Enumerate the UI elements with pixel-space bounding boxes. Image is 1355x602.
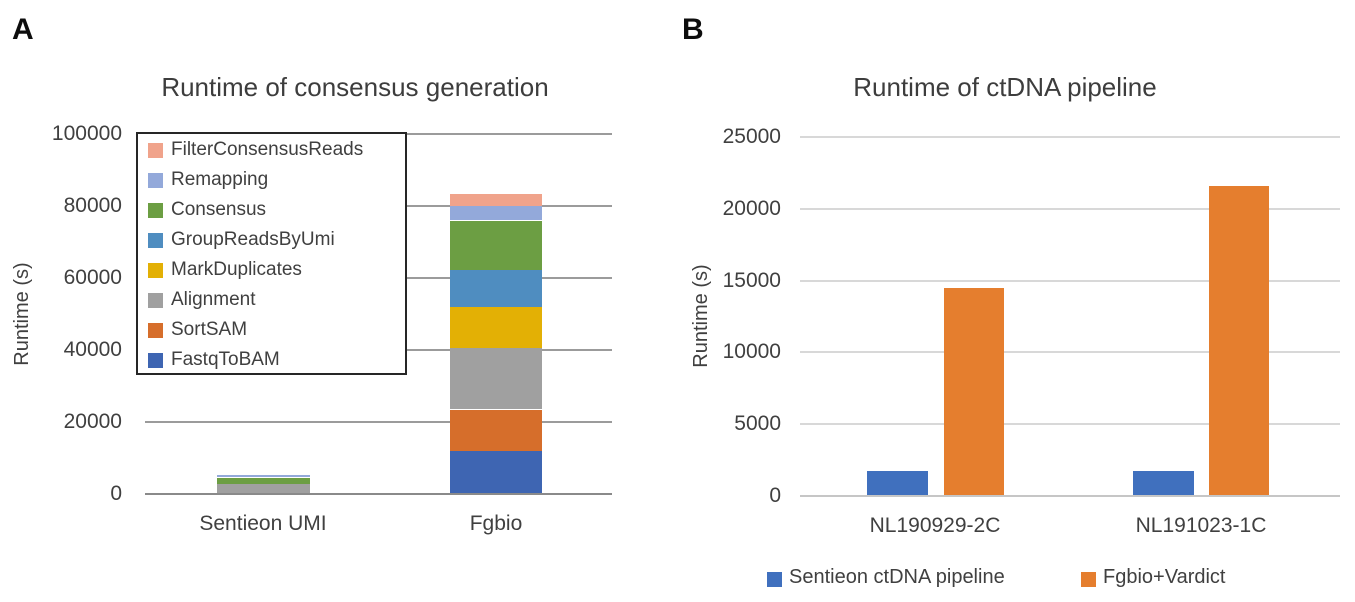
bar-sentieon-umi-alignment — [217, 484, 310, 493]
gridline — [145, 421, 612, 423]
panel-b-y-axis-title: Runtime (s) — [690, 264, 712, 368]
y-tick-label: 0 — [769, 484, 781, 507]
legend-label: MarkDuplicates — [171, 259, 302, 280]
gridline — [800, 136, 1340, 138]
bar-nl190929-2c-fgbio-vardict — [944, 288, 1004, 495]
bar-fgbio-consensus — [450, 221, 542, 270]
gridline — [800, 423, 1340, 425]
x-category-label: NL190929-2C — [869, 514, 1001, 537]
legend-item-markduplicates: MarkDuplicates — [138, 255, 405, 285]
x-category-label: Fgbio — [469, 512, 523, 535]
bar-nl191023-1c-sentieon-ctdna-pipeline — [1133, 471, 1194, 495]
gridline — [800, 351, 1340, 353]
bar-nl190929-2c-sentieon-ctdna-pipeline — [867, 471, 928, 495]
x-axis-line — [800, 495, 1340, 497]
gridline — [800, 280, 1340, 282]
x-category-label: Sentieon UMI — [199, 512, 327, 535]
y-tick-label: 40000 — [63, 338, 122, 361]
y-tick-label: 5000 — [734, 412, 781, 436]
legend-label: Fgbio+Vardict — [1103, 566, 1226, 588]
bar-fgbio-fastqtobam — [450, 451, 542, 493]
panel-a-plot-area — [145, 133, 612, 495]
legend-swatch-sentieon-ctdna-pipeline-icon — [767, 572, 782, 587]
legend-label: Remapping — [171, 169, 269, 190]
y-tick-label: 100000 — [51, 122, 122, 145]
x-category-label: NL191023-1C — [1135, 514, 1267, 537]
legend-label: GroupReadsByUmi — [171, 229, 335, 250]
legend-swatch-alignment-icon — [148, 292, 163, 308]
legend-swatch-groupreadsbyumi-icon — [148, 232, 163, 248]
legend-label: Consensus — [171, 199, 267, 220]
y-tick-label: 60000 — [63, 266, 122, 289]
legend-item-fastqtobam: FastqToBAM — [138, 345, 405, 375]
legend-item-remapping: Remapping — [138, 165, 405, 195]
legend-item-filterconsensusreads: FilterConsensusReads — [138, 135, 405, 165]
panel-b-label: B — [682, 13, 704, 46]
y-tick-label: 10000 — [722, 340, 781, 364]
bar-fgbio-alignment — [450, 348, 542, 409]
legend-swatch-sortsam-icon — [148, 322, 163, 338]
legend-swatch-remapping-icon — [148, 172, 163, 188]
y-tick-label: 25000 — [722, 125, 781, 148]
y-tick-label: 0 — [110, 482, 122, 505]
bar-fgbio-markduplicates — [450, 307, 542, 348]
y-tick-label: 20000 — [722, 196, 781, 220]
legend-item-groupreadsbyumi: GroupReadsByUmi — [138, 225, 405, 255]
legend-label: Sentieon ctDNA pipeline — [789, 566, 1005, 588]
bar-fgbio-groupreadsbyumi — [450, 270, 542, 307]
y-tick-label: 20000 — [63, 410, 122, 433]
legend-swatch-filterconsensusreads-icon — [148, 142, 163, 158]
bar-fgbio-remapping — [450, 206, 542, 220]
bar-fgbio-sortsam — [450, 410, 542, 451]
legend-label: FastqToBAM — [171, 349, 280, 370]
legend-item-sortsam: SortSAM — [138, 315, 405, 345]
legend-item-consensus: Consensus — [138, 195, 405, 225]
panel-b-chart-title: Runtime of ctDNA pipeline — [853, 72, 1157, 102]
legend-swatch-consensus-icon — [148, 202, 163, 218]
panel-a-chart-title: Runtime of consensus generation — [161, 72, 549, 102]
y-tick-label: 80000 — [63, 194, 122, 217]
bar-sentieon-umi-remapping — [217, 475, 310, 477]
bar-fgbio-filterconsensusreads — [450, 194, 542, 206]
bar-sentieon-umi-consensus — [217, 478, 310, 484]
legend-swatch-fgbio-vardict-icon — [1081, 572, 1096, 587]
panel-a-y-axis-title: Runtime (s) — [11, 262, 33, 366]
legend-label: Alignment — [171, 289, 256, 310]
legend-label: SortSAM — [171, 319, 248, 340]
legend-item-alignment: Alignment — [138, 285, 405, 315]
x-axis-line — [145, 493, 612, 495]
legend-label: FilterConsensusReads — [171, 139, 364, 160]
y-tick-label: 15000 — [722, 268, 781, 292]
panel-a-legend: FilterConsensusReads Remapping Consensus Gr… — [136, 132, 407, 375]
gridline — [800, 208, 1340, 210]
panel-b-plot-area — [800, 136, 1340, 497]
legend-swatch-markduplicates-icon — [148, 262, 163, 278]
legend-swatch-fastqtobam-icon — [148, 352, 163, 368]
bar-nl191023-1c-fgbio-vardict — [1209, 186, 1269, 495]
panel-a-label: A — [12, 13, 34, 46]
